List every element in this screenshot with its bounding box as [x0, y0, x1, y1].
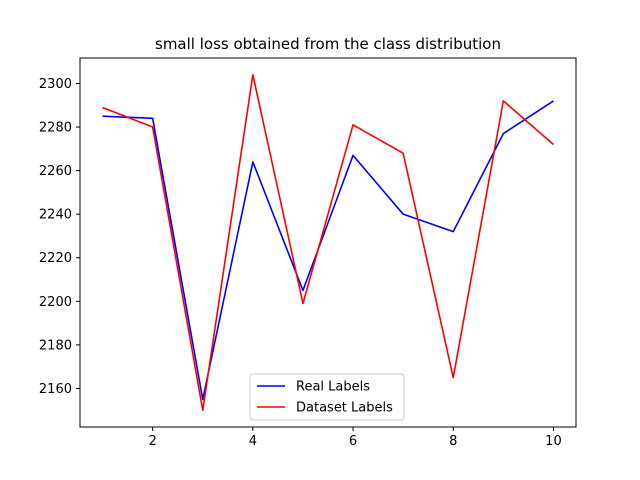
series-layer [102, 73, 554, 412]
x-axis: 2 4 6 8 10 [149, 427, 562, 449]
y-tick-label: 2220 [39, 251, 72, 266]
legend-label-1: Real Labels [296, 380, 370, 395]
y-tick-label: 2300 [39, 77, 72, 92]
x-tick-label: 2 [149, 434, 157, 449]
series-line-1 [102, 100, 554, 401]
y-tick-label: 2180 [39, 338, 72, 353]
series-line-2 [102, 73, 554, 412]
x-tick-label: 6 [349, 434, 357, 449]
x-tick-label: 4 [249, 434, 257, 449]
y-tick-label: 2240 [39, 208, 72, 223]
x-tick-label: 8 [449, 434, 457, 449]
legend-label-2: Dataset Labels [296, 401, 393, 416]
y-tick-label: 2200 [39, 295, 72, 310]
y-tick-label: 2160 [39, 382, 72, 397]
y-tick-label: 2260 [39, 164, 72, 179]
x-tick-label: 10 [545, 434, 562, 449]
plot-frame [79, 57, 577, 428]
y-axis: 2160 2180 2200 2220 2240 2260 2280 2300 [39, 77, 80, 397]
chart-title: small loss obtained from the class distr… [155, 35, 501, 53]
legend: Real Labels Dataset Labels [249, 373, 405, 421]
legend-box [249, 373, 405, 421]
y-tick-label: 2280 [39, 121, 72, 136]
